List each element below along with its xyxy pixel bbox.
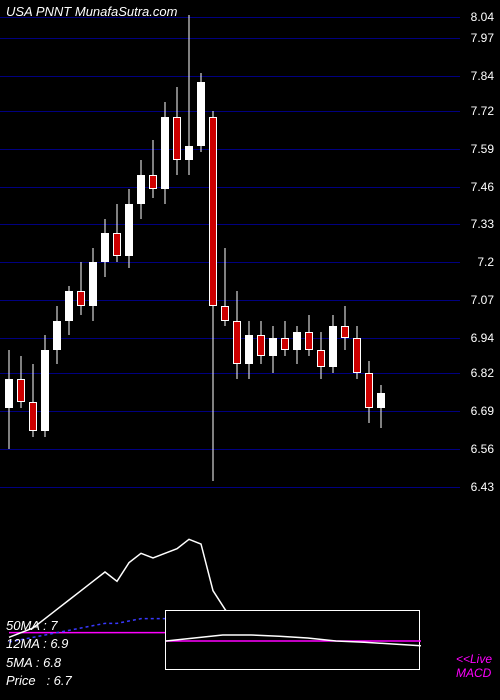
macd-inset — [165, 610, 420, 670]
y-tick-label: 7.2 — [477, 255, 494, 269]
y-tick-label: 6.82 — [471, 366, 494, 380]
y-tick-label: 6.69 — [471, 404, 494, 418]
y-tick-label: 7.84 — [471, 69, 494, 83]
price-chart-area — [0, 0, 460, 510]
y-tick-label: 8.04 — [471, 10, 494, 24]
ma12-label: 12MA : 6.9 — [6, 635, 72, 653]
y-tick-label: 7.72 — [471, 104, 494, 118]
y-tick-label: 7.07 — [471, 293, 494, 307]
macd-indicator-area — [0, 510, 500, 700]
y-tick-label: 7.97 — [471, 31, 494, 45]
stock-chart-container: USA PNNT MunafaSutra.com 8.04 7.97 7.84 7.7… — [0, 0, 500, 700]
macd-text: MACD — [456, 666, 492, 680]
indicator-lines — [0, 510, 500, 700]
y-tick-label: 6.94 — [471, 331, 494, 345]
y-tick-label: 7.59 — [471, 142, 494, 156]
y-tick-label: 6.43 — [471, 480, 494, 494]
ma50-label: 50MA : 7 — [6, 617, 72, 635]
macd-live-text: <<Live — [456, 652, 492, 666]
inset-lines — [166, 611, 421, 671]
moving-average-labels: 50MA : 7 12MA : 6.9 5MA : 6.8 Price : 6.… — [6, 617, 72, 690]
y-tick-label: 7.46 — [471, 180, 494, 194]
price-label: Price : 6.7 — [6, 672, 72, 690]
ticker-label: USA PNNT MunafaSutra.com — [6, 4, 177, 19]
ma5-label: 5MA : 6.8 — [6, 654, 72, 672]
y-tick-label: 7.33 — [471, 217, 494, 231]
y-tick-label: 6.56 — [471, 442, 494, 456]
macd-label: <<Live MACD — [456, 652, 492, 680]
